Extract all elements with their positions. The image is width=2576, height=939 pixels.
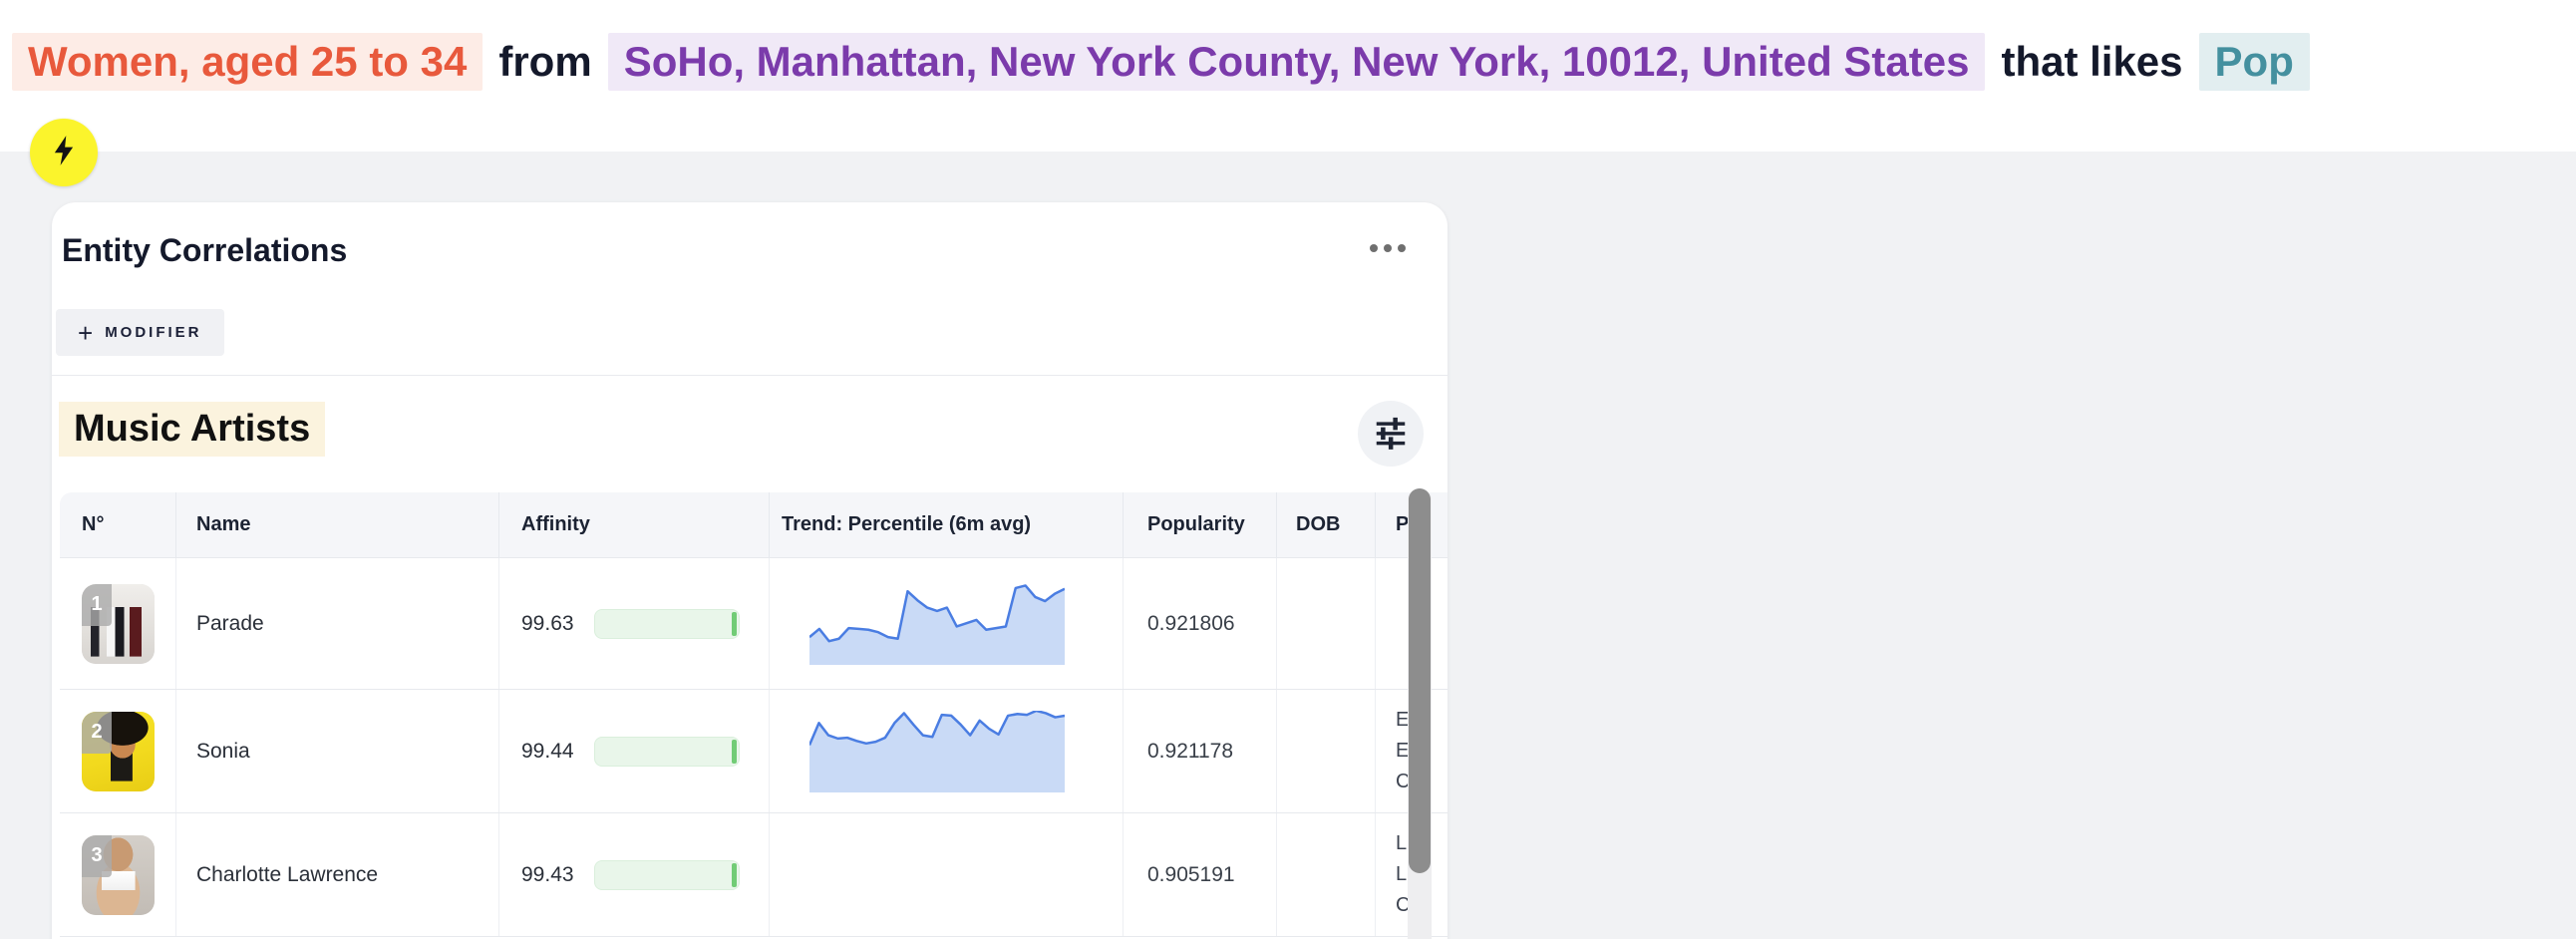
artist-photo[interactable]: 2 — [82, 711, 155, 791]
trend-sparkline — [809, 583, 1065, 665]
artist-photo[interactable]: 1 — [82, 583, 155, 664]
lightning-icon — [50, 135, 78, 171]
add-modifier-label: MODIFIER — [105, 324, 202, 341]
add-modifier-button[interactable]: + MODIFIER — [56, 309, 224, 356]
popularity-value: 0.921178 — [1124, 690, 1277, 812]
affinity-value: 99.63 — [521, 611, 574, 635]
query-segment-demographics[interactable]: Women, aged 25 to 34 — [12, 33, 483, 91]
dob-cell — [1277, 690, 1376, 812]
query-segment-interest[interactable]: Pop — [2198, 33, 2310, 91]
trend-sparkline — [809, 711, 1065, 792]
filter-button[interactable] — [1358, 401, 1424, 467]
affinity-bar — [593, 608, 740, 639]
query-sentence: Women, aged 25 to 34 from SoHo, Manhatta… — [12, 33, 2576, 91]
table-scrollbar-track[interactable] — [1408, 488, 1432, 939]
truncated-cell: E E C — [1396, 709, 1411, 792]
trend-sparkline — [809, 834, 1065, 916]
truncated-cell: L L C — [1396, 832, 1411, 916]
artist-photo[interactable]: 3 — [82, 834, 155, 915]
query-segment-location[interactable]: SoHo, Manhattan, New York County, New Yo… — [607, 33, 1986, 91]
dob-cell — [1277, 558, 1376, 689]
table-row[interactable]: 1 Parade 99.63 0.921806 — [60, 558, 1448, 690]
rank-badge: 2 — [82, 711, 112, 754]
tune-sliders-icon — [1373, 414, 1409, 455]
column-header-trend[interactable]: Trend: Percentile (6m avg) — [770, 492, 1124, 557]
entity-correlations-card: Entity Correlations + MODIFIER Music Art… — [52, 202, 1448, 939]
affinity-value: 99.43 — [521, 862, 574, 886]
rank-badge: 3 — [82, 834, 112, 877]
affinity-marker — [731, 739, 737, 764]
rank-badge: 1 — [82, 583, 112, 626]
section-title-music-artists: Music Artists — [59, 402, 326, 457]
column-header-popularity[interactable]: Popularity — [1124, 492, 1277, 557]
column-header-dob[interactable]: DOB — [1277, 492, 1376, 557]
dob-cell — [1277, 813, 1376, 936]
table-row[interactable]: 2 Sonia 99.44 0.921178 E E C — [60, 690, 1448, 813]
card-title: Entity Correlations — [62, 232, 348, 268]
ellipsis-menu-icon[interactable] — [1364, 238, 1412, 258]
music-artists-table: N° Name Affinity Trend: Percentile (6m a… — [60, 492, 1448, 937]
column-header-rank[interactable]: N° — [60, 492, 176, 557]
column-header-truncated[interactable]: P — [1396, 513, 1410, 535]
column-header-name[interactable]: Name — [176, 492, 499, 557]
table-scrollbar-thumb[interactable] — [1409, 488, 1431, 873]
query-connector-from: from — [498, 38, 592, 85]
popularity-value: 0.921806 — [1124, 558, 1277, 689]
artist-name: Parade — [176, 558, 499, 689]
affinity-marker — [731, 611, 737, 636]
affinity-bar — [593, 736, 740, 767]
popularity-value: 0.905191 — [1124, 813, 1277, 936]
table-header-row: N° Name Affinity Trend: Percentile (6m a… — [60, 492, 1448, 558]
artist-name: Charlotte Lawrence — [176, 813, 499, 936]
table-row[interactable]: 3 Charlotte Lawrence 99.43 0.905191 L L … — [60, 813, 1448, 937]
affinity-bar — [593, 859, 740, 890]
card-divider — [52, 375, 1448, 376]
quick-action-button[interactable] — [30, 119, 98, 186]
column-header-affinity[interactable]: Affinity — [499, 492, 770, 557]
plus-icon: + — [78, 317, 94, 348]
query-connector-that-likes: that likes — [2001, 38, 2183, 85]
affinity-marker — [731, 862, 737, 887]
affinity-value: 99.44 — [521, 739, 574, 763]
artist-name: Sonia — [176, 690, 499, 812]
